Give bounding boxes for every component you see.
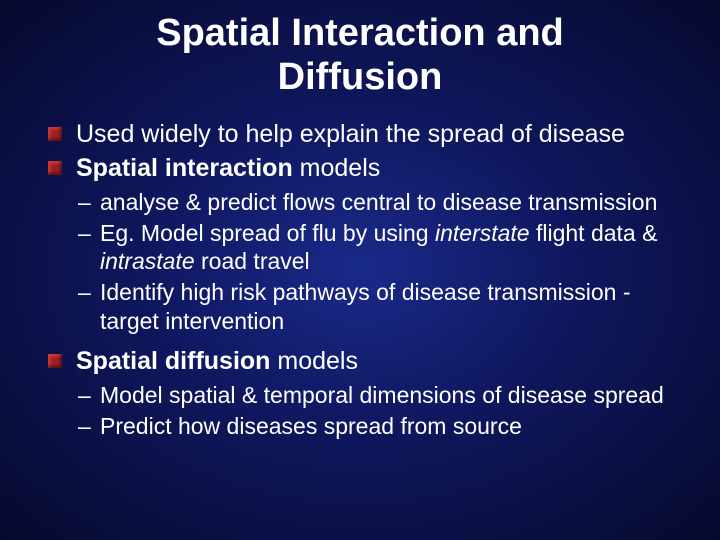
text: models bbox=[293, 154, 381, 182]
title-line-2: Diffusion bbox=[278, 56, 443, 98]
text: flight data & bbox=[530, 220, 658, 246]
text-bold: Spatial interaction bbox=[76, 154, 293, 182]
bullet-list-level1: Spatial diffusion models bbox=[48, 346, 692, 377]
text-italic: intrastate bbox=[100, 248, 195, 274]
slide: Spatial Interaction and Diffusion Used w… bbox=[0, 0, 720, 540]
text-bold: Spatial diffusion bbox=[76, 347, 270, 375]
text: Predict how diseases spread from source bbox=[100, 413, 522, 439]
text: Used widely to help explain the spread o… bbox=[76, 120, 625, 148]
text: models bbox=[270, 347, 358, 375]
text-italic: interstate bbox=[435, 220, 530, 246]
text: Eg. Model spread of flu by using bbox=[100, 220, 435, 246]
list-item: Eg. Model spread of flu by using interst… bbox=[78, 219, 692, 277]
text: Identify high risk pathways of disease t… bbox=[100, 279, 631, 334]
bullet-list-level1: Used widely to help explain the spread o… bbox=[48, 119, 692, 184]
slide-title: Spatial Interaction and Diffusion bbox=[28, 12, 692, 99]
title-line-1: Spatial Interaction and bbox=[156, 12, 564, 54]
list-item: Spatial interaction models bbox=[48, 153, 692, 184]
bullet-list-level2: Model spatial & temporal dimensions of d… bbox=[78, 381, 692, 441]
list-item: Model spatial & temporal dimensions of d… bbox=[78, 381, 692, 410]
list-item: Spatial diffusion models bbox=[48, 346, 692, 377]
list-item: analyse & predict flows central to disea… bbox=[78, 188, 692, 217]
list-item: Identify high risk pathways of disease t… bbox=[78, 278, 692, 336]
text: road travel bbox=[195, 248, 310, 274]
text: analyse & predict flows central to disea… bbox=[100, 189, 657, 215]
bullet-list-level2: analyse & predict flows central to disea… bbox=[78, 188, 692, 336]
list-item: Predict how diseases spread from source bbox=[78, 412, 692, 441]
list-item: Used widely to help explain the spread o… bbox=[48, 119, 692, 150]
text: Model spatial & temporal dimensions of d… bbox=[100, 382, 664, 408]
